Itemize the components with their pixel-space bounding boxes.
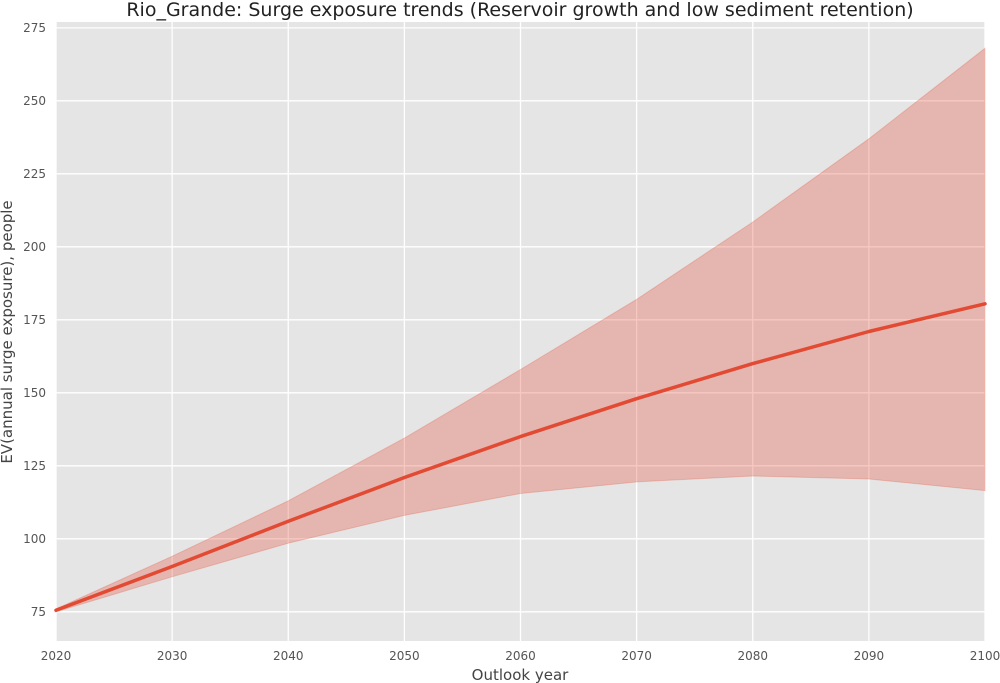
- x-tick-label: 2030: [157, 649, 188, 663]
- plot-area: 2020 2030 2040 2050 2060 2070 2080 2090 2100 75 10…: [23, 21, 1000, 663]
- x-tick-label: 2100: [970, 649, 1000, 663]
- y-tick-label: 250: [23, 94, 46, 108]
- y-tick-label: 75: [31, 605, 46, 619]
- x-tick-label: 2090: [854, 649, 885, 663]
- uncertainty-band: [55, 47, 986, 613]
- series-line: [54, 302, 987, 613]
- x-tick-label: 2040: [273, 649, 304, 663]
- x-tick-label: 2020: [41, 649, 72, 663]
- x-tick-label: 2080: [737, 649, 768, 663]
- y-tick-label: 150: [23, 386, 46, 400]
- chart-title: Rio_Grande: Surge exposure trends (Reser…: [126, 0, 913, 21]
- y-tick-label: 225: [23, 167, 46, 181]
- y-tick-label: 275: [23, 21, 46, 35]
- x-axis-label: Outlook year: [472, 666, 569, 683]
- x-tick-label: 2050: [389, 649, 420, 663]
- y-axis-label: EV(annual surge exposure), people: [0, 200, 16, 463]
- y-tick-label: 100: [23, 532, 46, 546]
- y-tick-label: 200: [23, 240, 46, 254]
- y-tick-label: 175: [23, 313, 46, 327]
- y-tick-label: 125: [23, 459, 46, 473]
- x-tick-label: 2060: [505, 649, 536, 663]
- x-tick-label: 2070: [621, 649, 652, 663]
